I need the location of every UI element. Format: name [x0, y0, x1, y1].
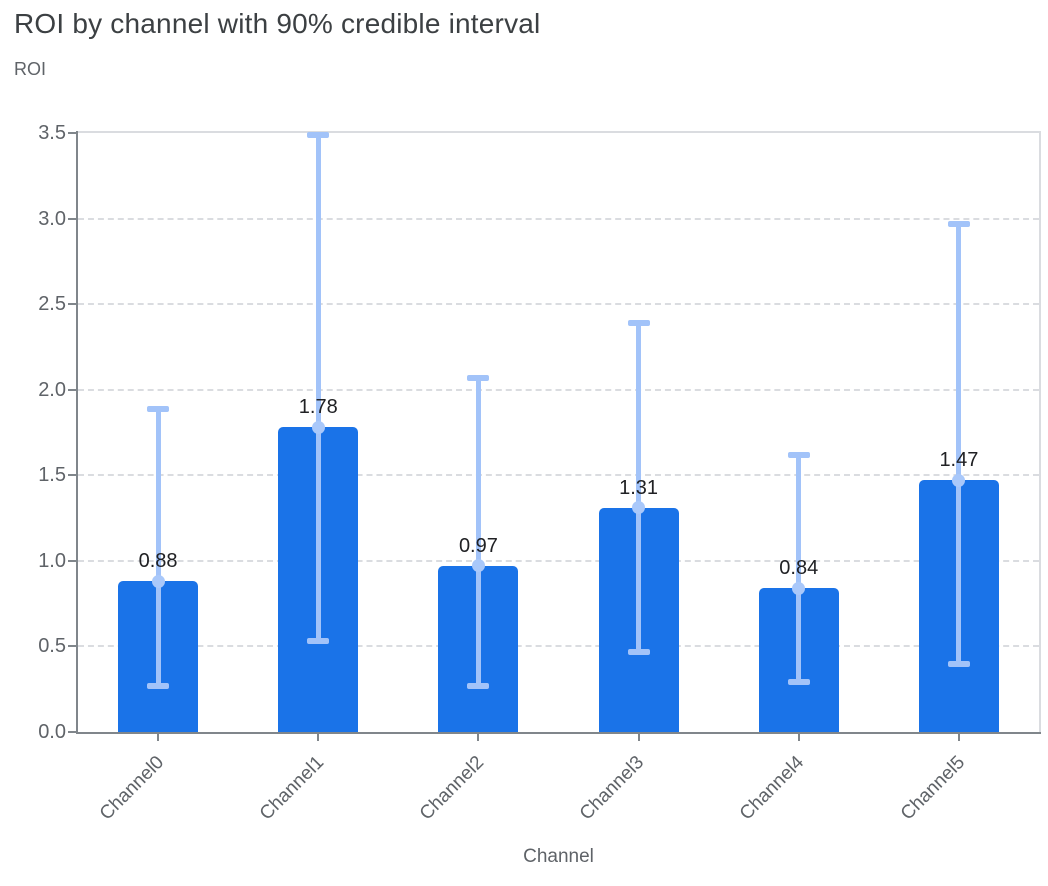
- gridline: [78, 474, 1039, 477]
- bar-value-label-channel4: 0.84: [779, 557, 819, 580]
- y-axis-tick: [68, 132, 76, 134]
- x-axis-tick-label-channel3: Channel3: [576, 752, 649, 825]
- gridline: [78, 217, 1039, 220]
- y-axis-tick-label: 1.0: [38, 549, 66, 572]
- y-axis-tick-label: 3.0: [38, 207, 66, 230]
- bar-value-label-channel3: 1.31: [619, 476, 659, 499]
- error-bar-cap-lower-channel5: [947, 660, 970, 667]
- x-axis-tick-label-channel2: Channel2: [415, 752, 489, 825]
- error-bar-cap-lower-channel2: [467, 682, 490, 689]
- y-axis-tick: [68, 217, 76, 220]
- y-axis-tick: [68, 731, 76, 733]
- y-axis-title: ROI: [14, 59, 47, 79]
- x-axis-tick-label-channel4: Channel4: [736, 752, 809, 825]
- error-bar-cap-upper-channel2: [467, 374, 490, 381]
- x-axis-tick-label-channel0: Channel0: [95, 752, 168, 825]
- error-bar-cap-upper-channel4: [787, 451, 810, 458]
- plot-border-top: [78, 131, 1041, 133]
- x-axis-tick: [797, 732, 800, 741]
- x-axis-tick: [957, 732, 960, 741]
- error-bar-cap-upper-channel5: [947, 220, 970, 227]
- error-bar-cap-upper-channel3: [627, 319, 650, 326]
- chart-title: ROI by channel with 90% credible interva…: [14, 8, 541, 39]
- error-bar-cap-lower-channel3: [627, 648, 650, 655]
- y-axis-tick-label: 3.5: [38, 122, 66, 144]
- x-axis-tick-label-channel1: Channel1: [255, 752, 329, 825]
- x-axis-tick: [317, 732, 320, 741]
- mean-marker-channel1: [311, 420, 325, 434]
- error-bar-cap-upper-channel1: [307, 131, 330, 138]
- mean-marker-channel3: [632, 501, 646, 515]
- error-bar-cap-lower-channel4: [787, 679, 810, 686]
- y-axis-tick: [68, 303, 76, 306]
- gridline: [78, 645, 1039, 648]
- gridline: [78, 559, 1039, 562]
- bar-value-label-channel5: 1.47: [939, 449, 979, 472]
- bar-value-label-channel1: 1.78: [298, 396, 338, 419]
- x-axis-title: Channel: [523, 846, 594, 867]
- error-bar-line-channel1: [315, 134, 321, 642]
- error-bar-line-channel3: [636, 322, 642, 652]
- mean-marker-channel4: [792, 581, 806, 595]
- error-bar-cap-upper-channel0: [147, 405, 170, 412]
- gridline: [78, 303, 1039, 306]
- y-axis-tick: [68, 645, 76, 648]
- plot-border-right: [1039, 131, 1041, 732]
- x-axis-tick: [157, 732, 160, 741]
- y-axis-tick-label: 0.0: [38, 721, 66, 743]
- error-bar-line-channel5: [956, 223, 962, 664]
- error-bar-line-channel2: [475, 377, 481, 686]
- x-axis-tick: [637, 732, 640, 741]
- y-axis-line: [76, 131, 78, 732]
- y-axis-tick-label: 1.5: [38, 464, 66, 487]
- y-axis-tick: [68, 559, 76, 562]
- error-bar-line-channel0: [155, 408, 161, 686]
- x-axis-tick-label-channel5: Channel5: [896, 752, 969, 825]
- error-bar-cap-lower-channel1: [307, 638, 330, 645]
- mean-marker-channel2: [471, 559, 485, 573]
- mean-marker-channel0: [151, 574, 165, 588]
- x-axis-tick: [477, 732, 480, 741]
- bar-value-label-channel2: 0.97: [458, 534, 498, 557]
- error-bar-cap-lower-channel0: [147, 682, 170, 689]
- error-bar-line-channel4: [796, 454, 802, 683]
- gridline: [78, 388, 1039, 391]
- y-axis-tick-label: 2.5: [38, 293, 66, 316]
- bar-value-label-channel0: 0.88: [138, 550, 178, 573]
- y-axis-tick: [68, 388, 76, 391]
- x-axis-line: [76, 732, 1041, 734]
- y-axis-tick-label: 0.5: [38, 635, 66, 658]
- mean-marker-channel5: [952, 473, 966, 487]
- y-axis-tick-label: 2.0: [38, 378, 66, 401]
- y-axis-tick: [68, 474, 76, 477]
